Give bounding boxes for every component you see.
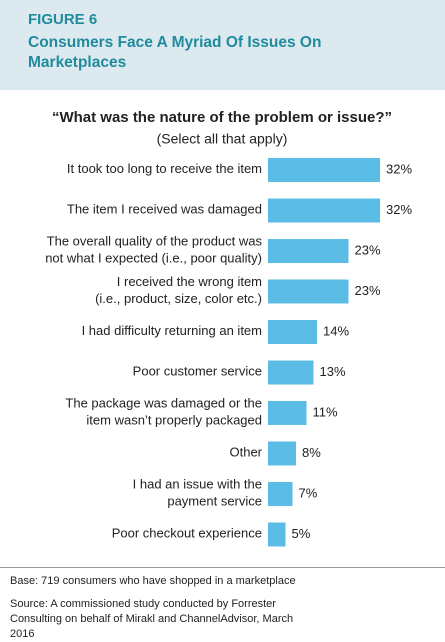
divider	[0, 567, 445, 568]
category-label: Poor checkout experience	[112, 526, 262, 541]
category-line: The item I received was damaged	[67, 202, 262, 217]
category-line: The package was damaged or the	[65, 396, 262, 411]
category-label: I received the wrong item (i.e., product,…	[95, 274, 262, 306]
category-label: It took too long to receive the item	[67, 161, 262, 176]
value-label: 32%	[386, 202, 412, 217]
value-label: 32%	[386, 161, 412, 176]
value-label: 23%	[355, 242, 381, 257]
category-line: I received the wrong item	[117, 274, 262, 289]
category-label: The overall quality of the product was no…	[45, 234, 262, 266]
value-label: 5%	[292, 526, 311, 541]
bar	[268, 401, 307, 425]
figure-label: FIGURE 6	[28, 11, 98, 28]
category-label: Poor customer service	[133, 364, 262, 379]
category-label: The item I received was damaged	[67, 202, 262, 217]
value-label: 23%	[355, 283, 381, 298]
category-line: item wasn’t properly packaged	[86, 413, 262, 428]
bar	[268, 320, 317, 344]
base-note: Base: 719 consumers who have shopped in …	[10, 575, 296, 587]
category-label: I had an issue with the payment service	[133, 477, 262, 509]
value-label: 13%	[320, 364, 346, 379]
bar	[268, 158, 380, 182]
value-label: 14%	[323, 323, 349, 338]
category-line: payment service	[167, 494, 262, 509]
category-line: not what I expected (i.e., poor quality)	[45, 251, 262, 266]
bar	[268, 441, 296, 466]
category-line: Other	[229, 445, 262, 460]
category-line: I had an issue with the	[133, 477, 262, 492]
bar	[268, 279, 349, 304]
category-line: The overall quality of the product was	[47, 234, 263, 249]
chart-title: Consumers Face A Myriad Of Issues On Mar…	[28, 34, 322, 71]
category-label: The package was damaged or the item wasn’…	[65, 396, 262, 428]
bar	[268, 198, 380, 223]
category-line: (i.e., product, size, color etc.)	[95, 291, 262, 306]
bar	[268, 239, 349, 263]
question: “What was the nature of the problem or i…	[52, 109, 392, 126]
value-label: 11%	[313, 404, 338, 419]
value-label: 7%	[299, 485, 318, 500]
bar	[268, 522, 286, 547]
value-label: 8%	[302, 445, 321, 460]
category-label: Other	[229, 445, 262, 460]
bar	[268, 482, 293, 506]
category-line: It took too long to receive the item	[67, 161, 262, 176]
category-line: Poor customer service	[133, 364, 262, 379]
category-line: Poor checkout experience	[112, 526, 262, 541]
bar	[268, 360, 314, 385]
header: FIGURE 6 Consumers Face A Myriad Of Issu…	[0, 0, 445, 90]
source-note: Source: A commissioned study conducted b…	[10, 598, 294, 640]
category-line: I had difficulty returning an item	[82, 323, 262, 338]
chart: “What was the nature of the problem or i…	[45, 109, 412, 547]
category-label: I had difficulty returning an item	[82, 323, 262, 338]
subtitle: (Select all that apply)	[157, 131, 288, 147]
